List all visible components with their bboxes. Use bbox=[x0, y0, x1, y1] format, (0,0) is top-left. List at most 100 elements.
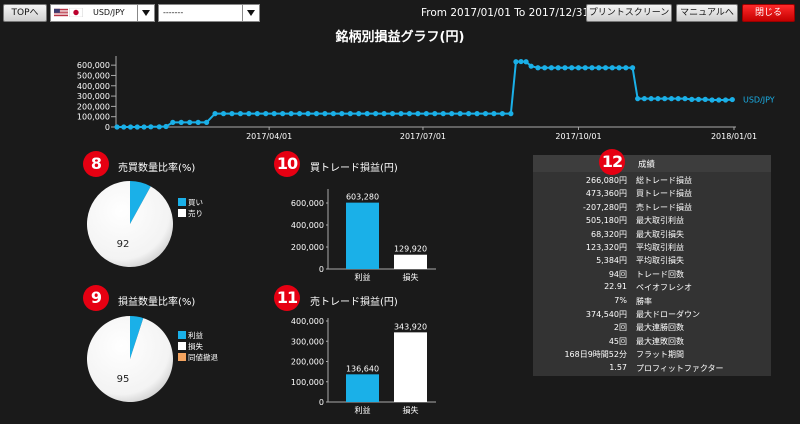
pie-slice bbox=[130, 181, 151, 224]
chevron-down-icon[interactable] bbox=[242, 5, 259, 21]
data-point bbox=[648, 96, 654, 102]
legend-label: 損失 bbox=[188, 342, 203, 351]
series-label: USD/JPY bbox=[743, 96, 775, 105]
secondary-select[interactable]: ------- bbox=[158, 4, 260, 22]
results-label: トレード回数 bbox=[636, 269, 684, 279]
results-value: 505,180円 bbox=[585, 216, 627, 226]
section-badge-11: 11 bbox=[274, 285, 300, 311]
y-tick-label: 600,000 bbox=[77, 61, 110, 70]
data-point bbox=[114, 124, 120, 130]
legend-item: 買い bbox=[178, 197, 203, 208]
y-tick-label: 400,000 bbox=[291, 317, 324, 326]
data-point bbox=[709, 97, 715, 103]
y-tick-label: 0 bbox=[319, 265, 324, 274]
currency-pair-select[interactable]: USD/JPY bbox=[50, 4, 155, 22]
print-screen-button[interactable]: プリントスクリーン bbox=[586, 4, 672, 22]
sell-trade-pl-title: 売トレード損益(円) bbox=[310, 297, 398, 308]
buy-trade-bar-chart: 600,000 400,000 200,000 0 603,280 利益 129,920 損失 bbox=[291, 189, 436, 282]
results-value: 45回 bbox=[608, 336, 627, 346]
results-row: 374,540円 最大ドローダウン bbox=[533, 309, 771, 322]
data-point bbox=[280, 111, 286, 117]
buy-trade-pl-title: 買トレード損益(円) bbox=[310, 163, 398, 174]
results-value: 7% bbox=[614, 295, 627, 305]
section-badge-12: 12 bbox=[599, 149, 625, 175]
results-value: 266,080円 bbox=[585, 176, 627, 185]
results-row: 7% 勝率 bbox=[533, 296, 771, 309]
results-value: 473,360円 bbox=[585, 189, 627, 199]
section-badge-10: 10 bbox=[274, 151, 300, 177]
data-point bbox=[542, 65, 548, 71]
results-row: 2回 最大連勝回数 bbox=[533, 322, 771, 335]
japan-flag-icon bbox=[69, 8, 83, 17]
data-point bbox=[655, 96, 661, 102]
close-button[interactable]: 閉じる bbox=[742, 4, 795, 22]
legend-label: 同値撤退 bbox=[188, 353, 218, 362]
data-point bbox=[381, 111, 387, 117]
data-point bbox=[313, 111, 320, 117]
results-table: 成績 266,080円 総トレード損益 473,360円 買トレード損益 -207,28… bbox=[533, 155, 771, 376]
y-tick-label: 200,000 bbox=[77, 102, 110, 111]
data-point bbox=[356, 111, 362, 117]
data-point bbox=[535, 65, 541, 71]
results-row: 473,360円 買トレード損益 bbox=[533, 188, 771, 201]
data-point bbox=[187, 119, 193, 125]
y-tick-label: 600,000 bbox=[291, 199, 324, 208]
data-point bbox=[629, 65, 636, 71]
data-point bbox=[682, 96, 688, 102]
data-point bbox=[141, 124, 147, 130]
data-point bbox=[474, 111, 480, 117]
results-row: 22.91 ペイオフレシオ bbox=[533, 282, 771, 295]
results-value: 94回 bbox=[608, 269, 627, 279]
winloss-pie-chart: 95 bbox=[86, 316, 173, 402]
main-chart-title: 銘柄別損益グラフ(円) bbox=[335, 30, 465, 45]
results-row: 45回 最大連敗回数 bbox=[533, 336, 771, 349]
data-point bbox=[432, 111, 438, 117]
legend-item: 利益 bbox=[178, 330, 203, 341]
legend-label: 買い bbox=[188, 198, 203, 207]
pie-value-label: 95 bbox=[117, 374, 130, 385]
data-point bbox=[229, 111, 235, 117]
results-label: 最大連敗回数 bbox=[636, 336, 684, 346]
results-value: 22.91 bbox=[604, 282, 627, 292]
data-point bbox=[134, 124, 140, 130]
results-label: 最大取引利益 bbox=[636, 216, 684, 226]
data-point bbox=[212, 111, 218, 117]
data-point bbox=[271, 111, 277, 117]
y-tick-label: 0 bbox=[105, 123, 110, 132]
manual-button[interactable]: マニュアルへ bbox=[676, 4, 738, 22]
secondary-select-value: ------- bbox=[163, 8, 184, 17]
data-point bbox=[675, 96, 681, 102]
results-header: 成績 bbox=[533, 155, 771, 172]
data-point bbox=[569, 65, 575, 71]
data-point bbox=[330, 111, 336, 117]
results-label: 買トレード損益 bbox=[636, 189, 692, 199]
data-point bbox=[263, 111, 269, 117]
legend-label: 売り bbox=[188, 209, 203, 218]
data-point bbox=[347, 111, 353, 117]
results-label: 平均取引損失 bbox=[636, 256, 684, 266]
data-point bbox=[237, 111, 243, 117]
bar bbox=[346, 202, 379, 269]
y-tick-label: 100,000 bbox=[291, 378, 324, 387]
data-point bbox=[449, 111, 455, 117]
data-point bbox=[220, 111, 227, 117]
winloss-ratio-title: 損益数量比率(%) bbox=[118, 297, 196, 308]
bar-category-label: 利益 bbox=[355, 272, 371, 282]
top-button[interactable]: TOPへ bbox=[3, 4, 47, 22]
bar bbox=[394, 254, 427, 269]
data-point bbox=[305, 111, 311, 117]
data-point bbox=[513, 59, 519, 65]
chevron-down-icon[interactable] bbox=[137, 5, 154, 21]
results-value: 2回 bbox=[613, 323, 627, 333]
legend-item: 損失 bbox=[178, 341, 203, 352]
data-point bbox=[689, 96, 695, 102]
data-point bbox=[482, 111, 489, 117]
y-tick-label: 300,000 bbox=[291, 337, 324, 346]
data-point bbox=[246, 111, 252, 117]
data-point bbox=[729, 96, 735, 103]
data-point bbox=[702, 96, 708, 102]
results-label: ペイオフレシオ bbox=[636, 283, 692, 293]
y-tick-label: 500,000 bbox=[77, 71, 110, 80]
pie-slice bbox=[130, 316, 144, 359]
currency-pair-value: USD/JPY bbox=[93, 8, 125, 17]
